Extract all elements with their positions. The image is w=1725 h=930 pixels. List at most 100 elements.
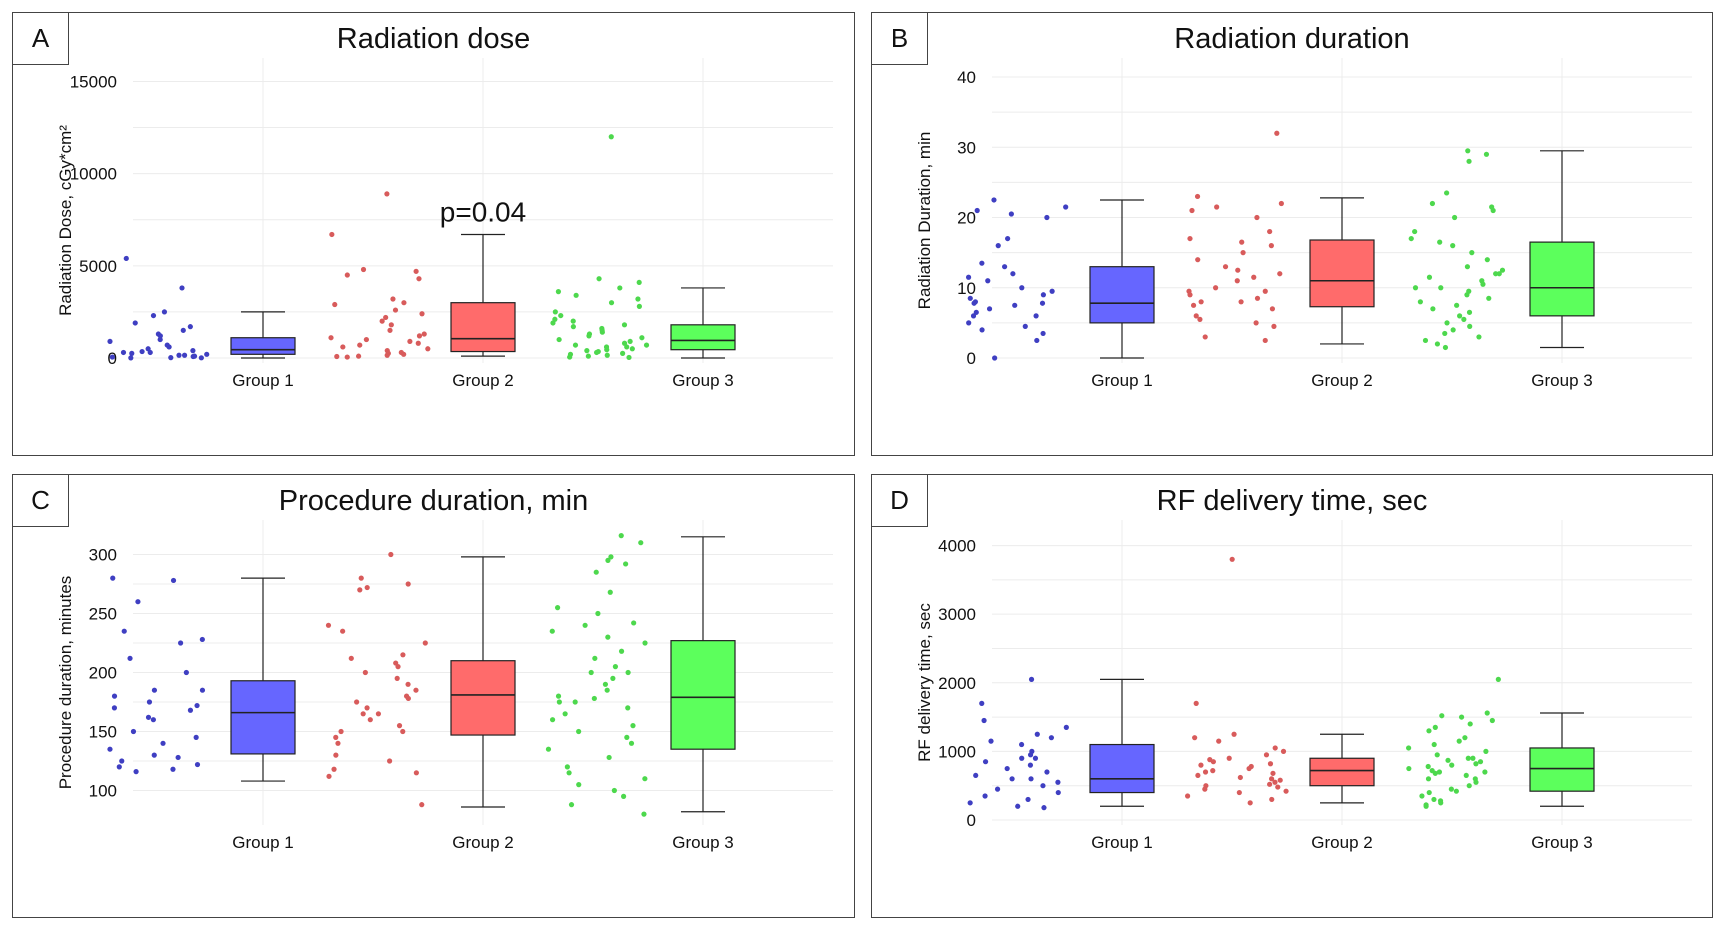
data-point [1431,796,1437,803]
data-point [1437,239,1443,245]
data-point [1267,228,1273,235]
y-tick-label: 10000 [70,165,117,184]
data-point [627,338,633,345]
data-point [151,687,158,693]
data-point [642,776,648,782]
data-point [401,300,407,306]
panel-label-c: C [13,475,69,527]
data-point [979,260,985,266]
data-point [407,338,413,345]
data-point [107,338,113,345]
data-point [1222,264,1229,270]
data-point [1439,713,1445,719]
chart-title-a: Radiation dose [336,23,531,55]
data-point [994,786,1001,792]
data-point [1032,755,1039,761]
data-point [1189,207,1195,214]
x-tick-label: Group 2 [1311,371,1372,390]
data-point [401,351,407,357]
data-point [107,746,113,752]
data-point [636,279,642,286]
y-tick-label: 10 [957,279,976,298]
data-point [1202,334,1208,340]
data-point [194,702,200,709]
box-1 [230,337,296,355]
chart-title-c: Procedure duration, min [278,485,589,517]
panel-label-a: A [13,13,69,65]
chart-title-d: RF delivery time, sec [1156,485,1428,517]
data-point [1406,765,1412,772]
data-point [965,274,972,280]
data-point [556,336,562,343]
x-tick-label: Group 1 [232,371,293,390]
strip-points-3 [545,533,648,817]
data-point [1063,204,1069,210]
data-point [988,738,994,744]
data-point [979,700,985,706]
data-point [183,669,189,676]
y-tick-label: 15000 [70,72,117,91]
data-point [625,669,631,676]
data-point [1473,761,1479,767]
data-point [1194,193,1201,200]
data-point [1425,763,1431,770]
data-point [628,740,635,746]
data-point [1015,803,1021,809]
x-tick-label: Group 3 [1531,833,1592,852]
data-point [1212,285,1219,291]
data-point [1187,235,1193,242]
data-point [400,728,406,735]
data-point [1430,306,1436,312]
data-point [971,300,977,306]
data-point [386,758,393,764]
data-point [586,333,592,339]
data-point [199,636,205,643]
x-tick-label: Group 1 [1091,833,1152,852]
data-point [419,802,425,808]
data-point [970,313,977,319]
data-point [1462,735,1468,741]
strip-points-1 [965,197,1069,361]
data-point [176,352,182,358]
data-point [639,335,645,341]
data-point [147,349,153,356]
data-point [603,344,610,350]
data-point [334,353,340,360]
y-tick-label: 30 [957,138,976,157]
data-point [1490,207,1496,214]
data-point [558,312,564,319]
data-point [392,307,399,313]
data-point [624,734,630,740]
data-point [170,577,177,584]
data-point [568,802,575,808]
data-point [146,699,153,705]
box-3 [1529,241,1595,317]
data-point [1271,323,1277,329]
x-tick-label: Group 2 [452,371,513,390]
data-point [170,766,176,772]
data-point [128,355,134,361]
data-point [1442,330,1448,337]
data-point [177,640,184,646]
data-point [1466,158,1472,164]
y-tick-label: 250 [89,605,117,624]
data-point [120,349,127,356]
data-point [1486,295,1492,301]
data-point [584,348,590,354]
data-point [1466,309,1473,315]
data-point [1041,805,1047,811]
data-point [1277,777,1283,783]
data-point [157,333,163,339]
data-point [1268,776,1275,782]
data-point [1195,772,1201,779]
data-point [355,353,362,359]
data-point [168,355,174,361]
data-point [967,800,973,806]
data-point [1210,759,1216,765]
data-point [1476,334,1482,340]
data-point [1426,274,1433,280]
data-point [179,285,185,291]
data-point [1423,803,1429,809]
data-point [396,723,403,729]
data-point [1022,323,1028,329]
